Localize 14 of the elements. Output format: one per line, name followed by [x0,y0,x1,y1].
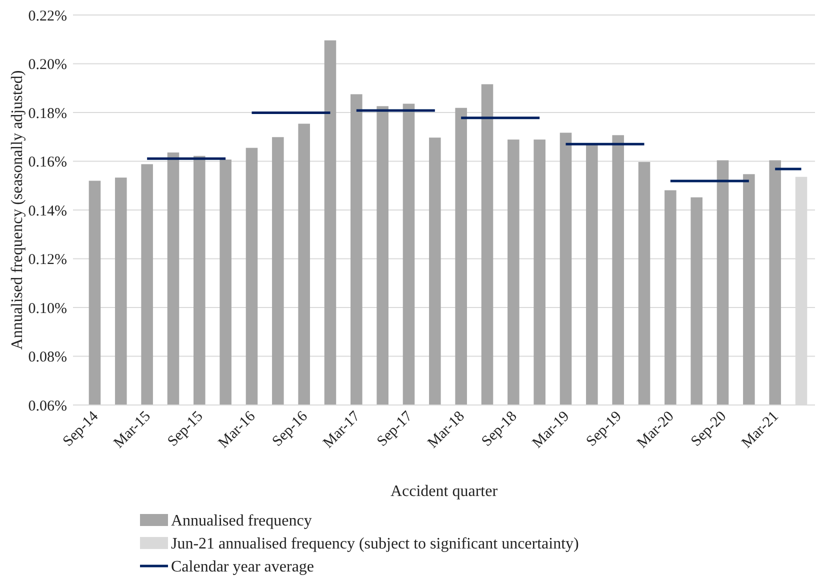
legend-label: Jun-21 annualised frequency (subject to significant uncertainty) [171,536,579,553]
y-tick-label: 0.10% [28,300,67,317]
y-tick-label: 0.18% [28,106,67,122]
x-axis-title: Accident quarter [390,483,498,500]
y-tick-label: 0.16% [28,154,67,170]
y-tick-label: 0.20% [28,57,67,73]
y-axis-title: Annualised frequency (seasonally adjusted) [9,70,26,350]
y-tick-label: 0.12% [28,252,67,268]
legend-label: Calendar year average [171,558,314,576]
y-tick-label: 0.08% [28,350,67,366]
y-tick-label: 0.06% [28,398,67,414]
y-tick-label: 0.22% [28,8,67,24]
legend-label: Annualised frequency [171,512,312,530]
y-tick-label: 0.14% [28,203,67,220]
